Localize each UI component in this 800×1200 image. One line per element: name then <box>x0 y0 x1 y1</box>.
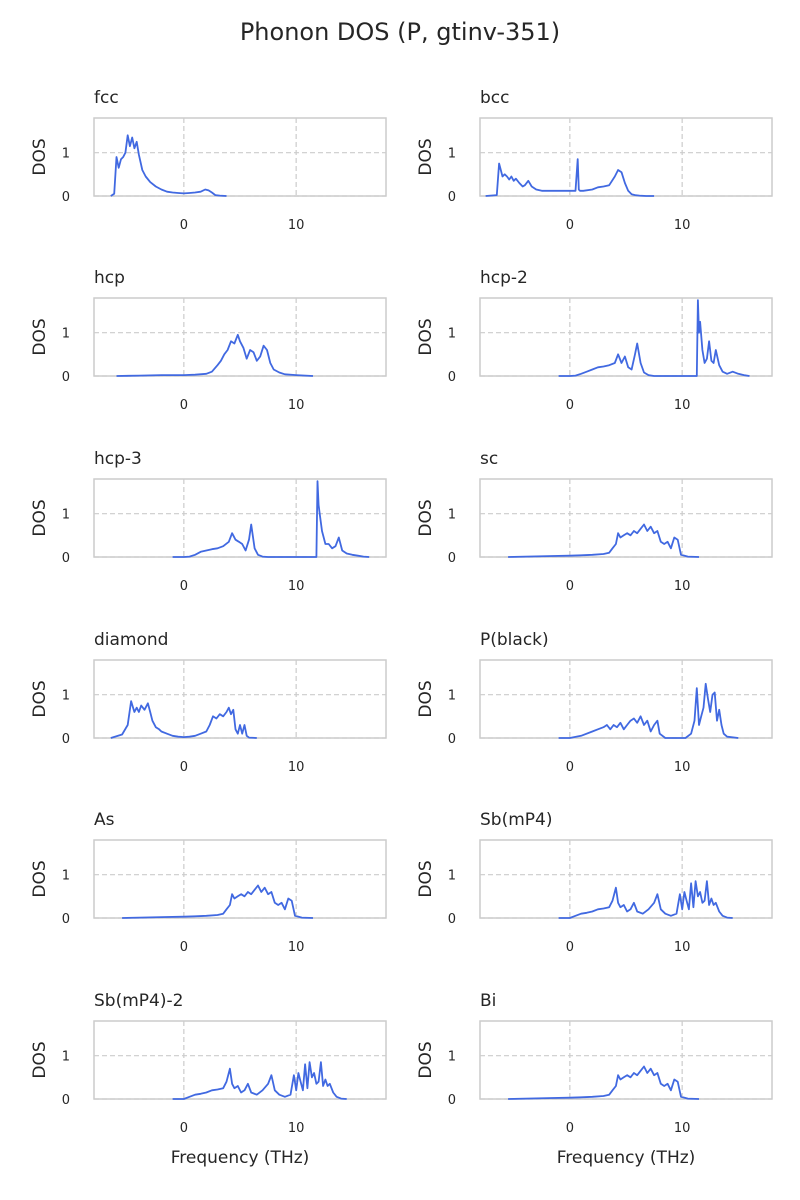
panel-9-xtick-label: 10 <box>674 940 691 955</box>
figure-title: Phonon DOS (P, gtinv-351) <box>239 18 561 46</box>
panel-3-frame <box>479 297 773 377</box>
panel-10-title: Sb(mP4)-2 <box>94 991 183 1011</box>
panel-4-xtick-label: 10 <box>288 579 305 594</box>
panel-4-ylabel: DOS <box>30 499 50 536</box>
panel-11-ylabel: DOS <box>416 1041 436 1078</box>
panel-10-frame <box>93 1020 387 1100</box>
panel-1-ylabel: DOS <box>416 138 436 175</box>
panel-10-dos-line <box>172 1061 347 1100</box>
panel-4-dos-line <box>172 480 370 558</box>
panel-3-title: hcp-2 <box>480 268 528 288</box>
panel-11-ytick-label: 1 <box>448 1050 456 1065</box>
panel-6-ytick-label: 1 <box>62 689 70 704</box>
panel-1-ytick-label: 1 <box>448 147 456 162</box>
panel-3-dos-line <box>558 299 750 377</box>
panel-3-ylabel: DOS <box>416 318 436 355</box>
panel-11-ytick-label: 0 <box>448 1093 456 1108</box>
panel-5-dos-line <box>508 523 700 558</box>
panel-6-dos-line <box>110 700 257 739</box>
panel-2-ytick-label: 1 <box>62 327 70 342</box>
panel-7-dos-line <box>558 682 739 739</box>
panel-10-ytick-label: 0 <box>62 1093 70 1108</box>
panel-9-ylabel: DOS <box>416 860 436 897</box>
panel-2-frame <box>93 297 387 377</box>
panel-4-ytick-label: 0 <box>62 551 70 566</box>
panel-11-dos-line <box>508 1065 700 1100</box>
panel-2-xtick-label: 10 <box>288 398 305 413</box>
panel-0-xtick-label: 10 <box>288 218 305 233</box>
panel-6-xtick-label: 0 <box>180 760 188 775</box>
panel-2-dos-line <box>116 333 314 377</box>
panel-3-xtick-label: 10 <box>674 398 691 413</box>
panel-4-ytick-label: 1 <box>62 508 70 523</box>
panel-2-title: hcp <box>94 268 125 288</box>
panel-8-title: As <box>94 810 115 830</box>
panel-1-xtick-label: 0 <box>566 218 574 233</box>
panel-0-frame <box>93 117 387 197</box>
panel-9-ytick-label: 1 <box>448 869 456 884</box>
panel-8-dos-line <box>122 884 314 919</box>
panel-5-frame <box>479 478 773 558</box>
panel-5-xtick-label: 0 <box>566 579 574 594</box>
panel-2-ylabel: DOS <box>30 318 50 355</box>
panel-8-xtick-label: 10 <box>288 940 305 955</box>
panel-10-ylabel: DOS <box>30 1041 50 1078</box>
panel-10-xtick-label: 0 <box>180 1121 188 1136</box>
panel-1-ytick-label: 0 <box>448 190 456 205</box>
panel-3-ytick-label: 1 <box>448 327 456 342</box>
panel-1-title: bcc <box>480 88 509 108</box>
panel-0-xtick-label: 0 <box>180 218 188 233</box>
panel-6-ylabel: DOS <box>30 680 50 717</box>
panel-6-ytick-label: 0 <box>62 732 70 747</box>
panel-11-frame <box>479 1020 773 1100</box>
panel-3-xtick-label: 0 <box>566 398 574 413</box>
panel-9-dos-line <box>558 880 733 919</box>
panel-5-title: sc <box>480 449 498 469</box>
panel-4-frame <box>93 478 387 558</box>
panel-8-xtick-label: 0 <box>180 940 188 955</box>
panel-7-ytick-label: 1 <box>448 689 456 704</box>
panel-4-xtick-label: 0 <box>180 579 188 594</box>
panel-5-ytick-label: 0 <box>448 551 456 566</box>
panel-9-ytick-label: 0 <box>448 912 456 927</box>
panel-7-xtick-label: 10 <box>674 760 691 775</box>
panel-3-ytick-label: 0 <box>448 370 456 385</box>
panel-7-title: P(black) <box>480 630 549 650</box>
panel-8-ytick-label: 1 <box>62 869 70 884</box>
panel-4-title: hcp-3 <box>94 449 142 469</box>
panel-1-dos-line <box>485 158 655 197</box>
panel-2-xtick-label: 0 <box>180 398 188 413</box>
panel-8-ylabel: DOS <box>30 860 50 897</box>
panel-10-ytick-label: 1 <box>62 1050 70 1065</box>
panel-6-xtick-label: 10 <box>288 760 305 775</box>
panel-0-title: fcc <box>94 88 119 108</box>
panel-0-ytick-label: 0 <box>62 190 70 205</box>
panel-7-ytick-label: 0 <box>448 732 456 747</box>
panel-8-ytick-label: 0 <box>62 912 70 927</box>
panel-10-xlabel: Frequency (THz) <box>171 1148 310 1168</box>
panel-5-ytick-label: 1 <box>448 508 456 523</box>
panel-9-xtick-label: 0 <box>566 940 574 955</box>
panel-1-xtick-label: 10 <box>674 218 691 233</box>
panel-6-title: diamond <box>94 630 168 650</box>
panel-11-xtick-label: 10 <box>674 1121 691 1136</box>
panel-9-frame <box>479 839 773 919</box>
panel-7-ylabel: DOS <box>416 680 436 717</box>
panel-0-dos-line <box>110 134 227 197</box>
panel-0-ytick-label: 1 <box>62 147 70 162</box>
panel-5-xtick-label: 10 <box>674 579 691 594</box>
panel-7-xtick-label: 0 <box>566 760 574 775</box>
panel-9-title: Sb(mP4) <box>480 810 552 830</box>
panel-2-ytick-label: 0 <box>62 370 70 385</box>
panel-8-frame <box>93 839 387 919</box>
panel-5-ylabel: DOS <box>416 499 436 536</box>
panel-0-ylabel: DOS <box>30 138 50 175</box>
panel-10-xtick-label: 10 <box>288 1121 305 1136</box>
panel-11-title: Bi <box>480 991 496 1011</box>
panel-11-xtick-label: 0 <box>566 1121 574 1136</box>
panel-11-xlabel: Frequency (THz) <box>557 1148 696 1168</box>
